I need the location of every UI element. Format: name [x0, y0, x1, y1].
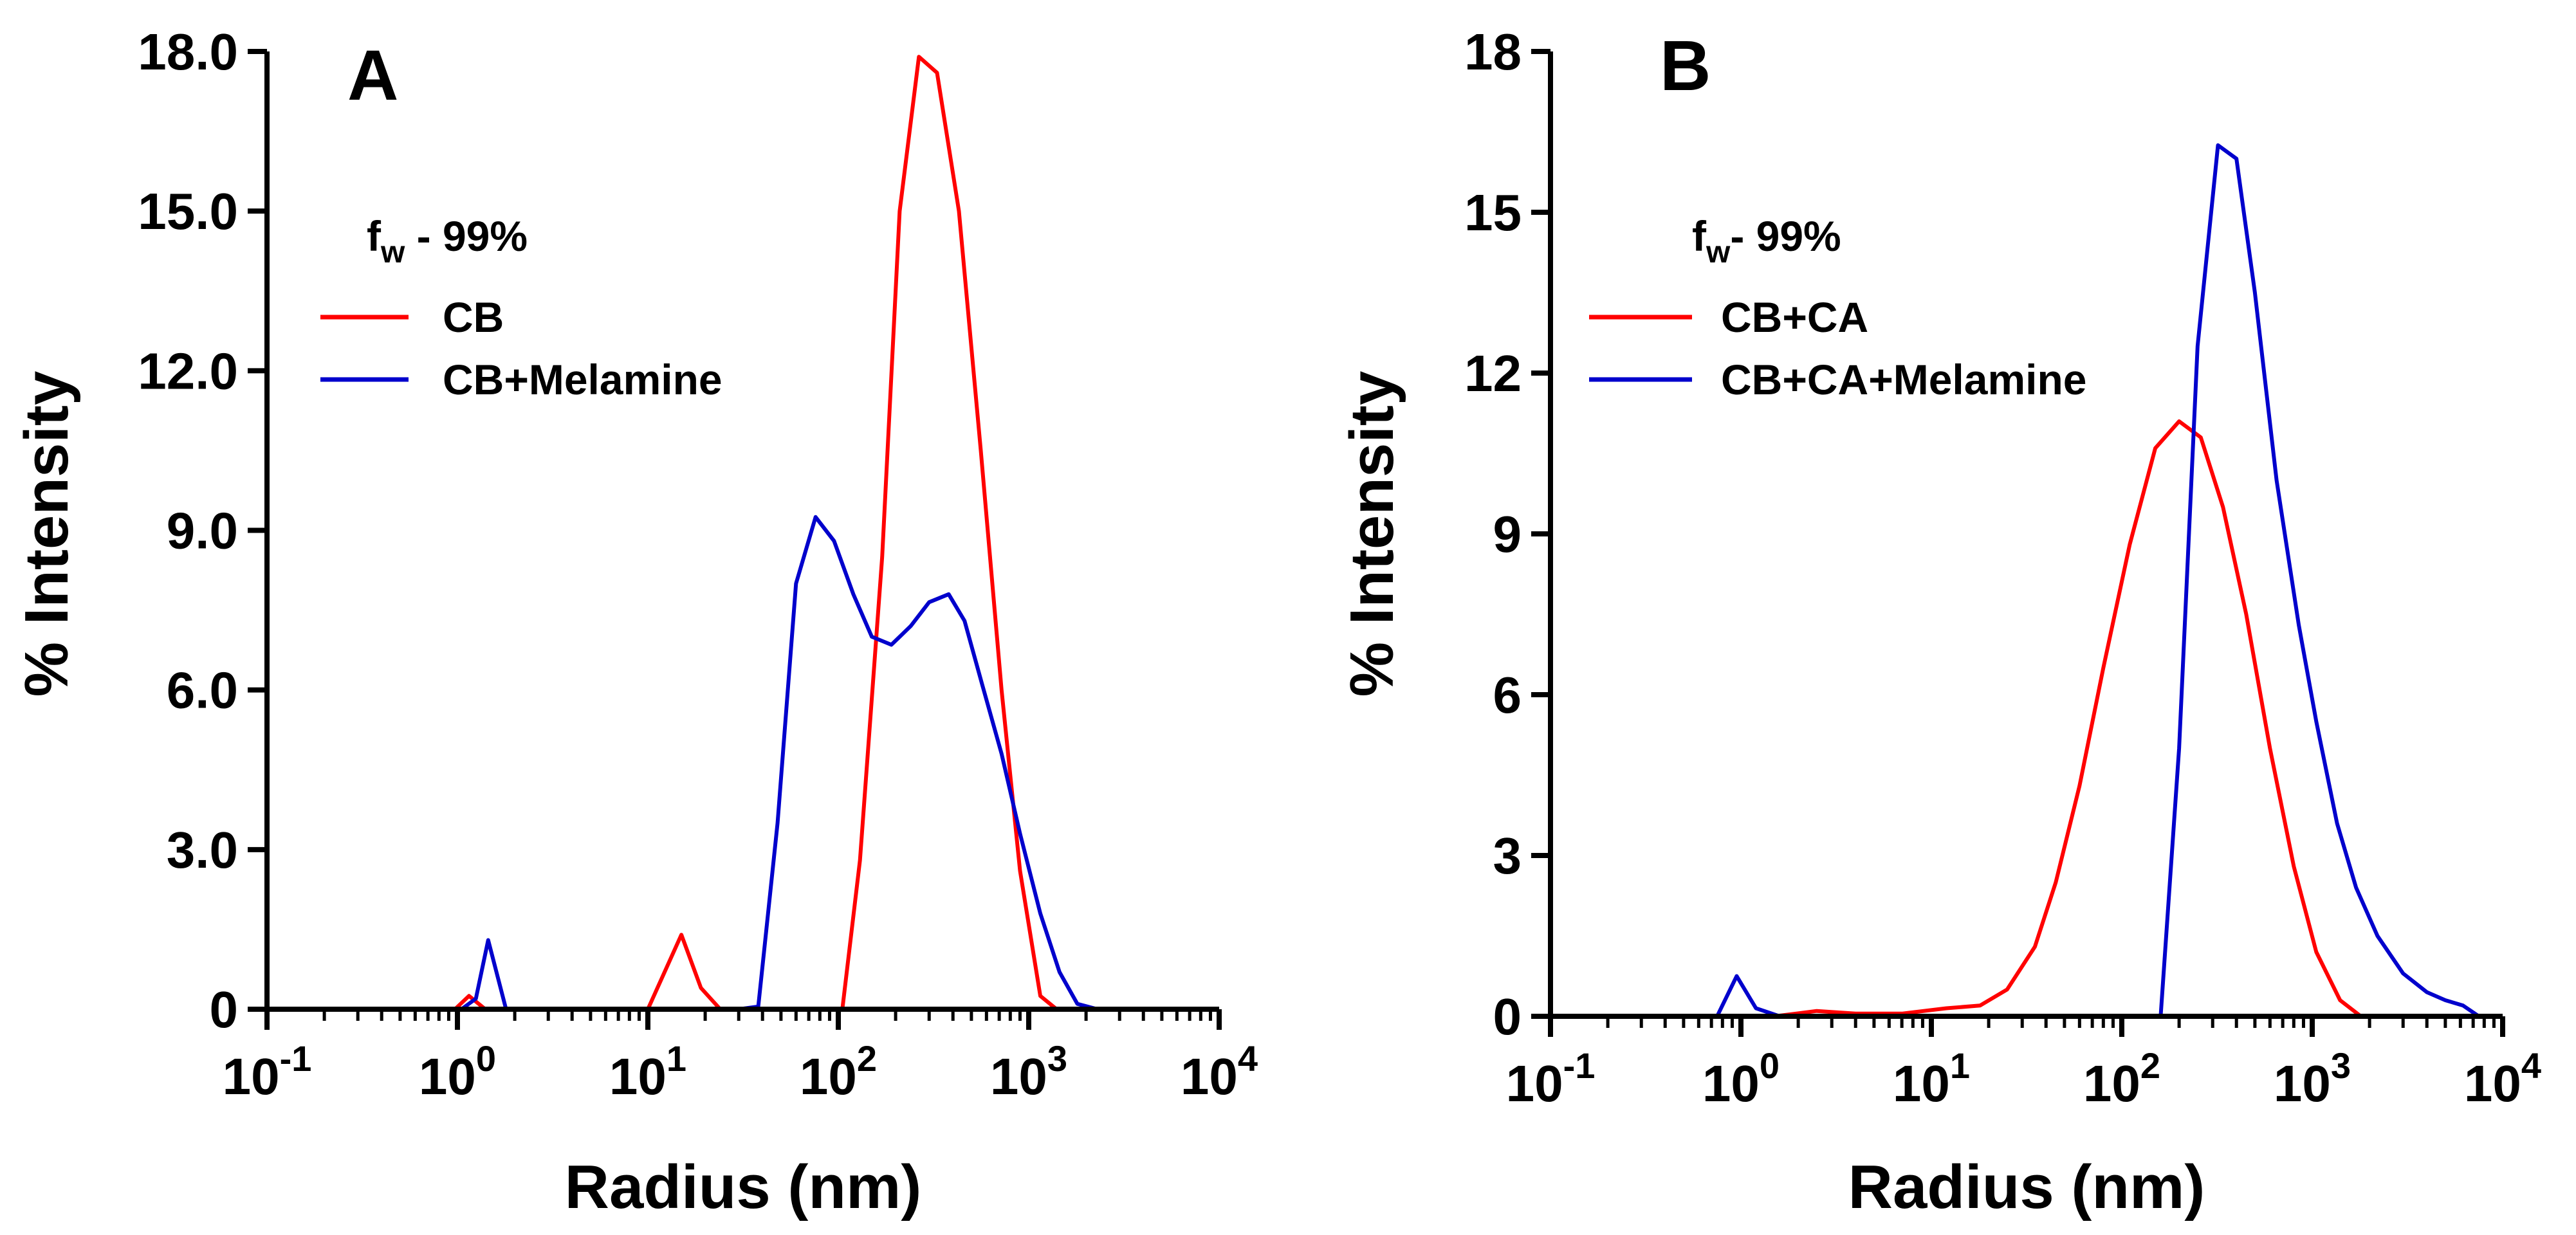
x-tick-label-a-2: 101 [609, 1038, 686, 1105]
series-line-a-0 [267, 55, 1219, 1011]
x-tick-label-a-0: 10-1 [223, 1038, 312, 1105]
x-tick-label-b-3: 102 [2083, 1045, 2160, 1112]
y-tick-label-b-4: 12 [1464, 345, 1522, 402]
fw-annotation-a: fw - 99% [367, 212, 528, 270]
plot-lines-a [267, 55, 1219, 1011]
ticks-b: 0 3 6 9 12 15 18 10-1 100 101 102 103 104 [1464, 23, 2541, 1112]
series-line-b-1 [1550, 143, 2503, 1018]
y-axis-title-b: % Intensity [1338, 371, 1406, 697]
y-tick-label-a-4: 12.0 [138, 342, 238, 399]
plot-lines-b [1550, 143, 2503, 1018]
legend-label-cb-ca: CB+CA [1721, 293, 1868, 341]
y-tick-label-a-0: 0 [210, 981, 239, 1038]
y-tick-label-a-5: 15.0 [138, 183, 238, 240]
legend-label-cb-melamine: CB+Melamine [443, 356, 722, 403]
x-axis-title-a: Radius (nm) [565, 1153, 922, 1221]
x-tick-label-b-1: 100 [1702, 1045, 1780, 1112]
y-tick-label-a-1: 3.0 [167, 821, 238, 879]
x-tick-label-a-1: 100 [419, 1038, 496, 1105]
y-tick-label-b-1: 3 [1493, 827, 1522, 884]
x-tick-label-a-5: 104 [1181, 1038, 1258, 1105]
x-tick-label-b-4: 103 [2274, 1045, 2351, 1112]
y-tick-label-a-6: 18.0 [138, 23, 238, 80]
legend-label-cb: CB [443, 293, 504, 341]
series-line-b-0 [1550, 419, 2503, 1018]
y-tick-label-b-0: 0 [1493, 988, 1522, 1045]
y-tick-label-b-5: 15 [1464, 184, 1522, 241]
x-tick-label-a-3: 102 [800, 1038, 877, 1105]
y-tick-label-b-2: 6 [1493, 666, 1522, 724]
series-line-a-1 [267, 515, 1219, 1011]
y-axis-title-a: % Intensity [12, 371, 81, 697]
legend-label-cb-ca-melamine: CB+CA+Melamine [1721, 356, 2087, 403]
chart-panel-a: 0 3.0 6.0 9.0 12.0 15.0 18.0 10-1 100 101 102 103 10… [12, 23, 1258, 1221]
x-tick-label-b-5: 104 [2464, 1045, 2541, 1112]
x-axis-title-b: Radius (nm) [1848, 1153, 2205, 1221]
x-tick-label-b-0: 10-1 [1506, 1045, 1596, 1112]
y-tick-label-b-3: 9 [1493, 506, 1522, 563]
panel-label-a: A [347, 36, 398, 115]
fw-annotation-b: fw- 99% [1692, 212, 1841, 270]
x-tick-label-a-4: 103 [990, 1038, 1067, 1105]
panel-label-b: B [1660, 26, 1711, 105]
y-tick-label-b-6: 18 [1464, 23, 1522, 80]
y-tick-label-a-2: 6.0 [167, 662, 238, 719]
x-tick-label-b-2: 101 [1893, 1045, 1970, 1112]
y-tick-label-a-3: 9.0 [167, 502, 238, 560]
ticks-a: 0 3.0 6.0 9.0 12.0 15.0 18.0 10-1 100 101 102 103 10… [138, 23, 1258, 1105]
